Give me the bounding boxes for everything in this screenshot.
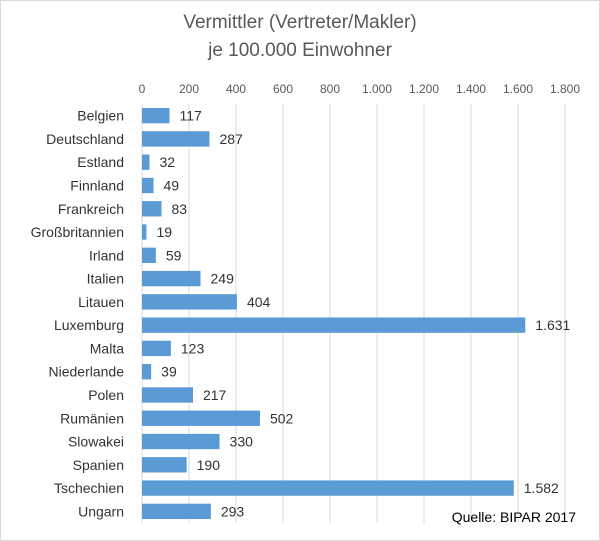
data-label: 49 bbox=[164, 177, 180, 193]
data-label: 287 bbox=[219, 131, 243, 147]
x-tick-label: 200 bbox=[179, 82, 199, 96]
data-label: 59 bbox=[166, 247, 182, 263]
data-label: 1.631 bbox=[535, 317, 570, 333]
bar bbox=[142, 294, 237, 310]
data-label: 123 bbox=[181, 340, 205, 356]
bar bbox=[142, 201, 162, 217]
chart-subtitle: je 100.000 Einwohner bbox=[208, 40, 392, 61]
bar bbox=[142, 410, 260, 426]
category-label: Slowakei bbox=[68, 434, 124, 450]
bar bbox=[142, 224, 147, 240]
chart-title: Vermittler (Vertreter/Makler) bbox=[183, 12, 417, 33]
bar bbox=[142, 131, 210, 147]
category-label: Finnland bbox=[70, 177, 124, 193]
data-label: 32 bbox=[160, 154, 176, 170]
data-label: 502 bbox=[270, 410, 294, 426]
data-label: 330 bbox=[230, 434, 254, 450]
category-label: Niederlande bbox=[49, 364, 125, 380]
category-label: Polen bbox=[88, 387, 124, 403]
x-tick-label: 1.200 bbox=[409, 82, 439, 96]
x-tick-label: 1.000 bbox=[362, 82, 392, 96]
bar bbox=[142, 270, 201, 287]
data-label: 190 bbox=[197, 457, 221, 473]
x-tick-label: 600 bbox=[273, 82, 293, 96]
x-tick-label: 400 bbox=[226, 82, 246, 96]
category-label: Rumänien bbox=[60, 410, 124, 426]
bar bbox=[142, 340, 171, 357]
category-label: Belgien bbox=[77, 108, 124, 124]
x-tick-label: 1.400 bbox=[456, 82, 486, 96]
bar bbox=[142, 364, 152, 380]
bar bbox=[142, 177, 154, 194]
data-label: 39 bbox=[161, 364, 177, 380]
category-label: Litauen bbox=[78, 294, 124, 310]
x-tick-label: 0 bbox=[139, 82, 146, 96]
category-label: Spanien bbox=[73, 457, 124, 473]
data-label: 1.582 bbox=[524, 480, 559, 496]
bar bbox=[142, 480, 514, 496]
category-label: Tschechien bbox=[54, 480, 124, 496]
data-label: 404 bbox=[247, 294, 271, 310]
bar bbox=[142, 317, 526, 333]
category-label: Irland bbox=[89, 247, 124, 263]
bar bbox=[142, 387, 193, 403]
category-label: Frankreich bbox=[58, 201, 124, 217]
data-label: 83 bbox=[172, 201, 188, 217]
bar bbox=[142, 457, 187, 473]
category-label: Malta bbox=[90, 340, 124, 356]
data-label: 117 bbox=[179, 108, 202, 124]
category-label: Ungarn bbox=[78, 503, 124, 519]
category-label: Deutschland bbox=[46, 131, 124, 147]
bar bbox=[142, 433, 220, 450]
data-label: 217 bbox=[203, 387, 227, 403]
source-note: Quelle: BIPAR 2017 bbox=[451, 509, 576, 525]
bar bbox=[142, 107, 170, 124]
category-label: Luxemburg bbox=[54, 317, 124, 333]
category-label: Italien bbox=[87, 271, 124, 287]
data-label: 249 bbox=[211, 271, 235, 287]
category-label: Großbritannien bbox=[31, 224, 124, 240]
data-label: 293 bbox=[221, 503, 245, 519]
bar bbox=[142, 247, 156, 263]
data-label: 19 bbox=[156, 224, 172, 240]
bar bbox=[142, 154, 150, 170]
bar bbox=[142, 503, 211, 520]
x-tick-label: 1.800 bbox=[550, 82, 580, 96]
x-tick-label: 1.600 bbox=[503, 82, 533, 96]
category-label: Estland bbox=[77, 154, 124, 170]
x-tick-label: 800 bbox=[320, 82, 340, 96]
